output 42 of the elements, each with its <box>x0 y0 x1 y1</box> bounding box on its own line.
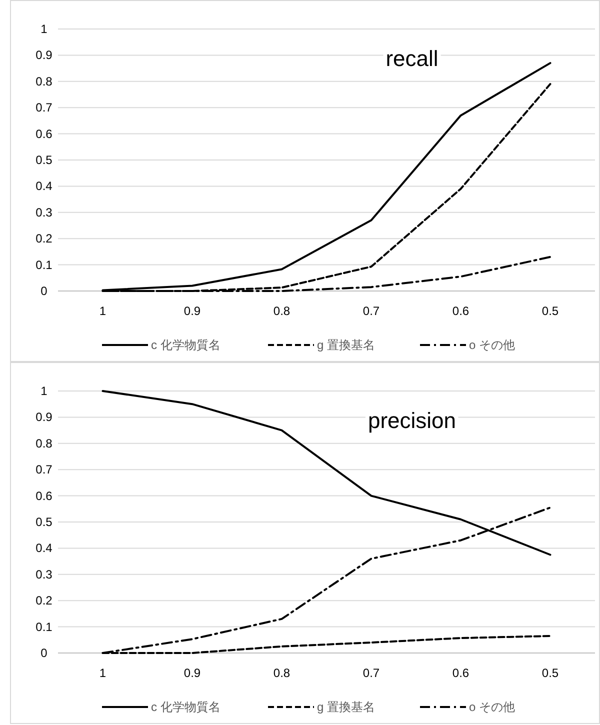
y-tick-label: 1 <box>40 384 48 398</box>
y-tick-label: 0.1 <box>36 258 53 272</box>
legend-label: o その他 <box>469 338 516 352</box>
x-tick-label: 0.9 <box>184 304 201 318</box>
x-tick-label: 0.6 <box>452 666 470 680</box>
y-tick-label: 0.5 <box>36 515 53 529</box>
y-tick-label: 0.4 <box>36 541 53 556</box>
y-tick-label: 0.5 <box>36 153 53 167</box>
x-tick-label: 0.5 <box>542 304 559 318</box>
y-tick-label: 0.1 <box>36 620 53 634</box>
text: recall <box>386 46 438 71</box>
legend-label: o その他 <box>469 700 516 714</box>
legend-label: c 化学物質名 <box>151 338 220 352</box>
y-tick-label: 0.3 <box>36 205 53 220</box>
y-tick-label: 0.9 <box>36 48 53 62</box>
legend-label: g 置換基名 <box>317 700 376 714</box>
legend-label: g 置換基名 <box>317 338 376 352</box>
x-tick-label: 1 <box>99 666 106 680</box>
y-tick-label: 0.3 <box>36 567 53 582</box>
y-tick-label: 0 <box>40 284 48 298</box>
y-tick-label: 0.2 <box>36 594 53 608</box>
y-tick-label: 0 <box>40 646 48 660</box>
x-tick-label: 0.5 <box>542 666 559 680</box>
x-tick-label: 0.6 <box>452 304 470 318</box>
x-tick-label: 1 <box>99 304 106 318</box>
y-tick-label: 0.8 <box>36 74 53 88</box>
x-tick-label: 0.8 <box>273 666 290 680</box>
x-tick-label: 0.7 <box>362 304 380 318</box>
x-tick-label: 0.9 <box>184 666 201 680</box>
text: precision <box>368 408 456 433</box>
y-tick-label: 0.6 <box>36 126 53 141</box>
y-tick-label: 0.7 <box>36 462 53 477</box>
y-tick-label: 0.9 <box>36 410 53 424</box>
y-tick-label: 0.8 <box>36 436 53 450</box>
x-tick-label: 0.8 <box>273 304 290 318</box>
y-tick-label: 0.2 <box>36 232 53 246</box>
x-tick-label: 0.7 <box>362 666 380 680</box>
legend-label: c 化学物質名 <box>151 700 220 714</box>
y-tick-label: 0.6 <box>36 488 53 503</box>
y-tick-label: 0.4 <box>36 179 53 194</box>
y-tick-label: 1 <box>40 22 48 36</box>
y-tick-label: 0.7 <box>36 100 53 115</box>
